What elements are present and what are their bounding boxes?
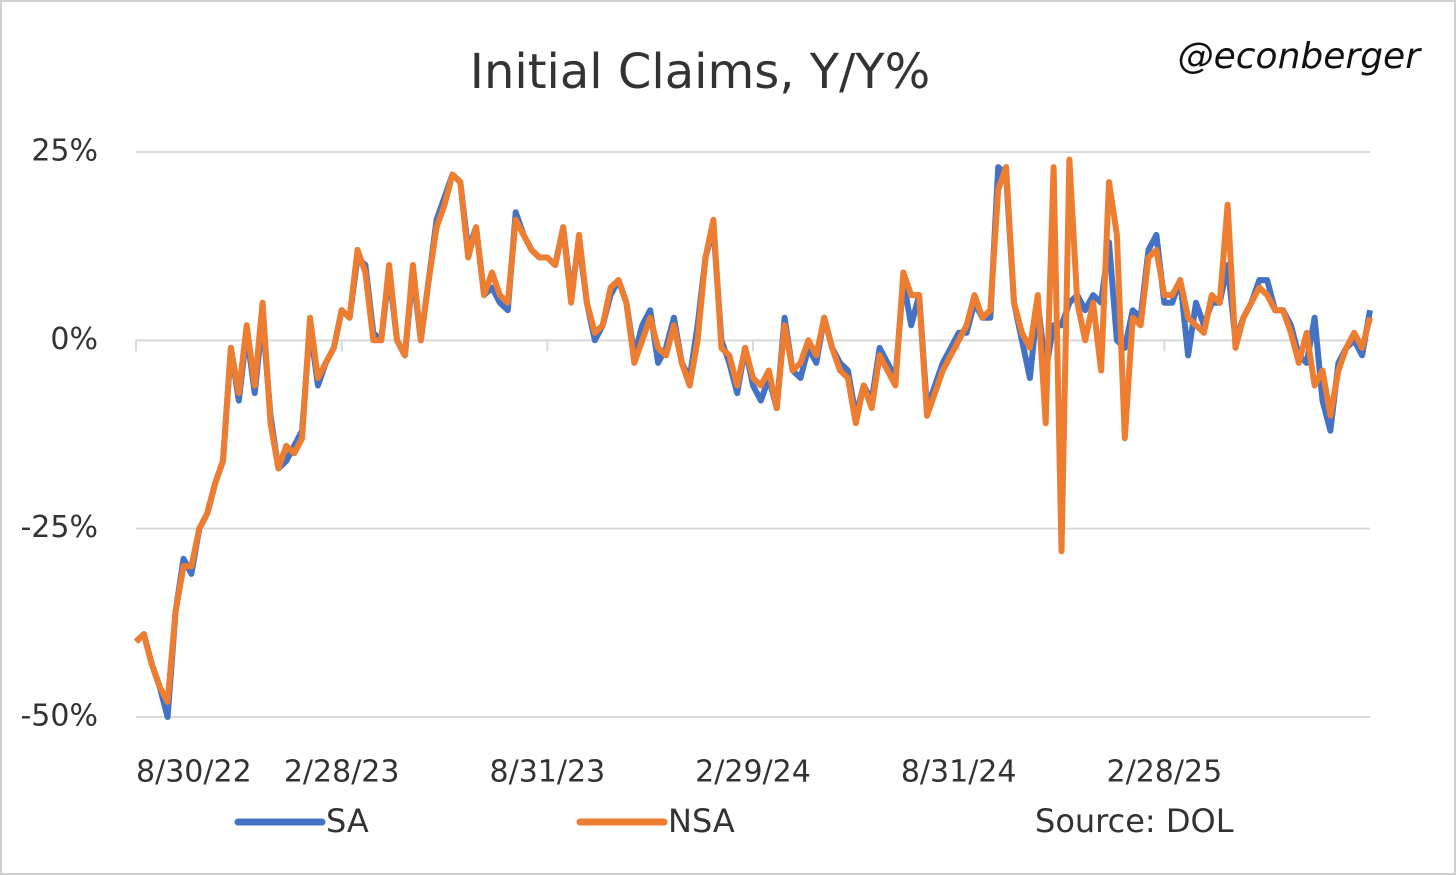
x-tick-label: 8/31/23 <box>490 755 606 790</box>
x-tick-label: 8/31/24 <box>901 755 1017 790</box>
y-tick-label: 25% <box>31 134 98 169</box>
source-annotation: Source: DOL <box>1035 802 1234 840</box>
legend-label: SA <box>326 802 369 840</box>
x-tick-label: 2/28/23 <box>284 755 400 790</box>
x-tick-label: 2/29/24 <box>695 755 811 790</box>
chart-title: Initial Claims, Y/Y% <box>470 44 930 100</box>
y-tick-label: -25% <box>20 510 98 545</box>
legend-label: NSA <box>668 802 735 840</box>
x-tick-label: 8/30/22 <box>136 755 252 790</box>
series-line <box>133 156 1373 705</box>
y-tick-label: -50% <box>20 699 98 734</box>
x-tick-label: 2/28/25 <box>1107 755 1223 790</box>
author-annotation: @econberger <box>1178 36 1423 77</box>
y-tick-label: 0% <box>50 322 98 357</box>
